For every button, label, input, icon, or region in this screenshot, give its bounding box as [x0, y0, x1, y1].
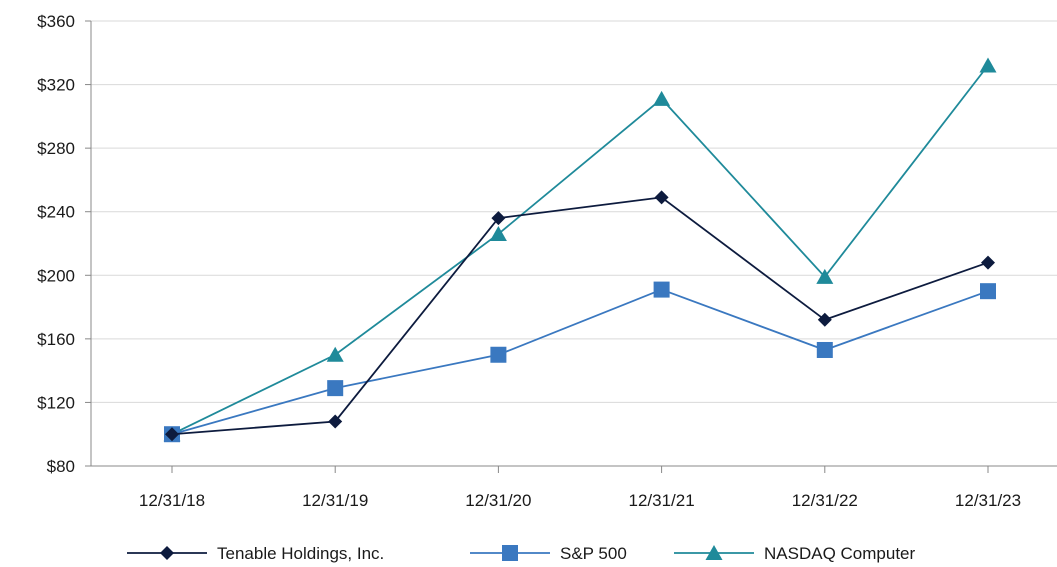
series-layer [163, 57, 997, 443]
x-tick-label: 12/31/21 [629, 491, 695, 510]
legend-label: S&P 500 [560, 544, 627, 563]
data-point-diamond [328, 414, 343, 429]
legend-marker-triangle [705, 545, 723, 560]
x-tick-label: 12/31/18 [139, 491, 205, 510]
data-point-triangle [326, 346, 344, 362]
data-point-triangle [979, 57, 997, 73]
series-diamond [165, 190, 995, 442]
series-line [171, 196, 989, 436]
legend: Tenable Holdings, Inc. S&P 500 NASDAQ Comp… [127, 544, 915, 563]
data-point-diamond [491, 211, 506, 226]
data-point-triangle [489, 225, 507, 241]
series-triangle [163, 57, 997, 442]
x-tick-label: 12/31/22 [792, 491, 858, 510]
data-point-diamond [165, 427, 179, 442]
y-tick-label: $120 [37, 393, 75, 412]
data-point-square [490, 346, 507, 363]
x-axis-ticks: 12/31/18 12/31/19 12/31/20 12/31/21 12/31/22… [139, 466, 1021, 510]
x-tick-label: 12/31/19 [302, 491, 368, 510]
data-point-square [327, 380, 344, 397]
y-tick-label: $280 [37, 139, 75, 158]
y-tick-label: $320 [37, 76, 75, 95]
data-point-diamond [981, 255, 995, 270]
data-point-triangle [816, 268, 834, 284]
x-tick-label: 12/31/20 [465, 491, 531, 510]
y-tick-label: $360 [37, 12, 75, 31]
legend-label: NASDAQ Computer [764, 544, 915, 563]
series-square [164, 281, 996, 443]
series-line [171, 288, 989, 436]
y-tick-label: $80 [47, 457, 75, 476]
y-tick-label: $200 [37, 266, 75, 285]
data-point-diamond [654, 190, 669, 205]
data-point-diamond [817, 312, 832, 327]
legend-marker-square [502, 545, 518, 561]
axes [90, 21, 1057, 467]
data-point-square [980, 283, 996, 300]
y-tick-label: $240 [37, 203, 75, 222]
legend-label: Tenable Holdings, Inc. [217, 544, 384, 563]
grid-lines [91, 20, 1057, 403]
legend-marker-diamond [160, 546, 174, 560]
legend-item: S&P 500 [470, 544, 627, 563]
data-point-triangle [653, 90, 671, 106]
series-line [171, 64, 989, 436]
y-tick-label: $160 [37, 330, 75, 349]
data-point-square [653, 281, 670, 298]
y-axis-ticks: $80 $120 $160 $200 $240 $280 $320 $360 [37, 12, 91, 476]
x-tick-label: 12/31/23 [955, 491, 1021, 510]
legend-item: NASDAQ Computer [674, 544, 915, 563]
data-point-square [816, 341, 833, 358]
legend-item: Tenable Holdings, Inc. [127, 544, 384, 563]
